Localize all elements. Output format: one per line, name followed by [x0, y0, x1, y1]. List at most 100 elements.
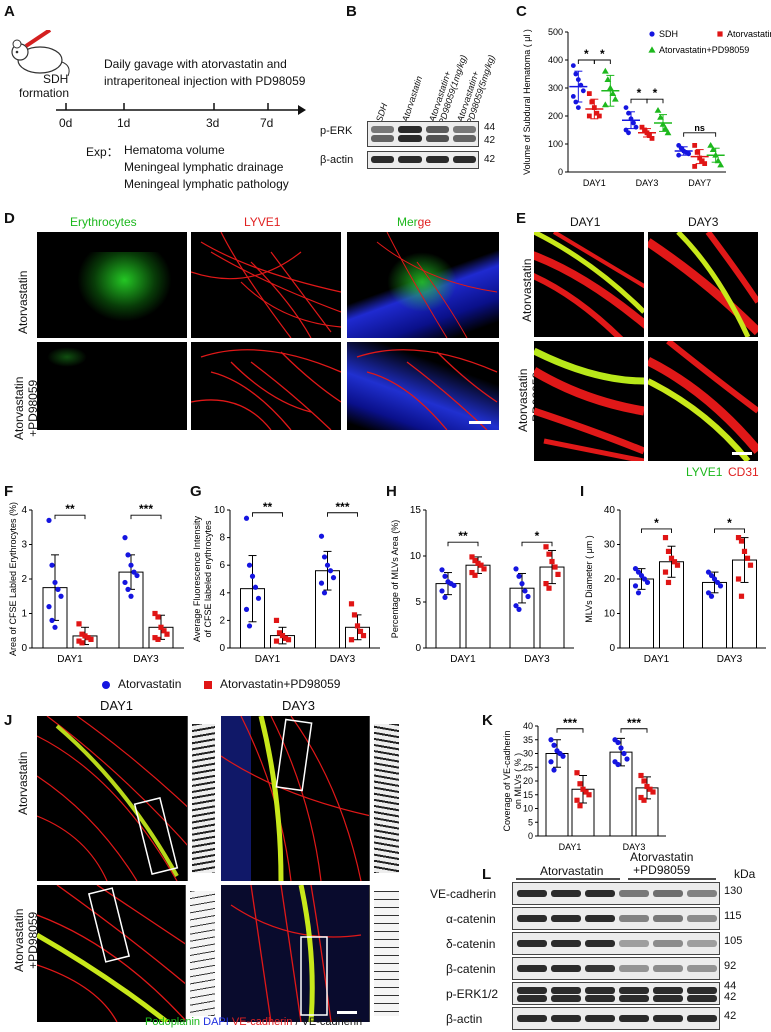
- y-tick-label: 400: [548, 55, 563, 65]
- image-d-lyve1-ator: [191, 232, 341, 338]
- y-tick-label: 15: [410, 505, 422, 516]
- kda-42b: 42: [484, 154, 496, 165]
- merge-red: ge: [417, 215, 432, 229]
- sig-bracket: [646, 98, 664, 104]
- l-row-label: VE-cadherin: [430, 887, 497, 901]
- row-d-ator: Atorvastatin: [16, 270, 30, 334]
- l-row-kda: 115: [724, 910, 742, 922]
- data-point: [546, 585, 552, 591]
- legend-j-vecad: VE-cadherin: [231, 1016, 293, 1028]
- sig-label: *: [584, 47, 589, 61]
- l-band: [619, 940, 649, 947]
- data-point: [662, 535, 669, 541]
- data-point: [327, 568, 334, 574]
- data-point: [161, 628, 167, 634]
- data-point: [76, 638, 82, 644]
- data-point: [642, 127, 647, 133]
- data-point: [702, 161, 708, 166]
- data-point: [348, 601, 355, 607]
- l-group-lines: [516, 878, 716, 880]
- sig-label: ***: [627, 716, 641, 730]
- l-band: [551, 965, 581, 972]
- col-e-day1: DAY1: [570, 215, 601, 229]
- sig-bracket: [714, 528, 745, 533]
- data-point: [686, 151, 692, 157]
- l-blot-row: [512, 932, 720, 955]
- data-point: [575, 77, 581, 82]
- day-7: 7d: [260, 116, 274, 130]
- data-point: [609, 90, 617, 96]
- image-d-ery-ator: [37, 232, 187, 338]
- data-point: [601, 101, 609, 108]
- y-tick-label: 100: [548, 139, 563, 149]
- data-point: [586, 113, 592, 119]
- chart-h: 0 5 10 15 Percentage of MLVs Area (%) DAY1 DAY…: [390, 505, 574, 665]
- l-band: [551, 995, 581, 1002]
- data-point: [122, 579, 128, 586]
- l-band: [517, 1015, 547, 1022]
- legend-c-label: Atorvastatin: [727, 29, 771, 39]
- l-row-label: δ-catenin: [446, 937, 496, 951]
- l-row-label: α-catenin: [446, 912, 496, 926]
- data-point: [699, 158, 705, 164]
- data-point: [439, 567, 445, 573]
- legend-e-lyve1: LYVE1: [686, 465, 723, 479]
- data-point: [735, 576, 742, 582]
- data-point: [255, 595, 262, 601]
- l-blot-row: [512, 982, 720, 1005]
- data-point: [88, 636, 94, 642]
- data-point: [134, 572, 140, 579]
- image-d-ery-ator-pd: [37, 342, 187, 430]
- data-point: [152, 635, 158, 641]
- x-tick-label: DAY3: [636, 178, 659, 188]
- l-band: [687, 890, 717, 897]
- l-band: [619, 1015, 649, 1022]
- y-tick-label: 20: [523, 776, 533, 786]
- col-merge: Merge: [397, 215, 431, 229]
- sig-bracket: [683, 132, 717, 137]
- legend-fi-ator: Atorvastatin: [118, 677, 182, 691]
- data-point: [577, 803, 583, 809]
- data-point: [717, 583, 724, 589]
- data-point: [525, 593, 531, 600]
- data-point: [618, 745, 624, 751]
- l-row-kda: 130: [724, 885, 743, 897]
- l-band: [517, 915, 547, 922]
- bar: [629, 578, 654, 649]
- sig-label: ***: [563, 716, 577, 730]
- data-point: [601, 67, 609, 74]
- l-band: [585, 1015, 615, 1022]
- data-point: [330, 575, 337, 581]
- l-band: [619, 987, 649, 994]
- panel-label-a: A: [4, 3, 15, 20]
- data-point: [324, 562, 331, 568]
- y-tick-label: 35: [523, 735, 533, 745]
- data-point: [574, 770, 580, 776]
- data-point: [611, 95, 619, 102]
- legend-c-label: SDH: [659, 29, 678, 39]
- data-point: [560, 753, 566, 759]
- sig-label: *: [600, 47, 605, 61]
- image-d-merge-ator-pd: [347, 342, 499, 430]
- l-band: [585, 987, 615, 994]
- data-point: [714, 579, 721, 586]
- data-point: [580, 786, 586, 792]
- data-point: [513, 566, 519, 572]
- data-point: [580, 88, 586, 94]
- data-point: [621, 750, 627, 757]
- row-d-ator-pd: Atorvastatin +PD98059: [12, 376, 40, 440]
- data-point: [152, 610, 158, 617]
- sig-bracket: [54, 514, 86, 520]
- sig-label: ns: [694, 123, 705, 133]
- y-tick-label: 3: [21, 540, 27, 551]
- data-point: [357, 628, 364, 635]
- data-point: [714, 157, 722, 164]
- data-point: [321, 590, 328, 596]
- l-group-ator-pd: Atorvastatin +PD98059: [630, 850, 694, 877]
- data-point: [644, 579, 651, 586]
- col-erythrocytes: Erythrocytes: [70, 215, 137, 229]
- legend-e-cd31: CD31: [728, 465, 759, 479]
- data-point: [639, 124, 645, 130]
- legend-fi-ator-marker: [102, 681, 110, 689]
- panel-label-c: C: [516, 3, 527, 20]
